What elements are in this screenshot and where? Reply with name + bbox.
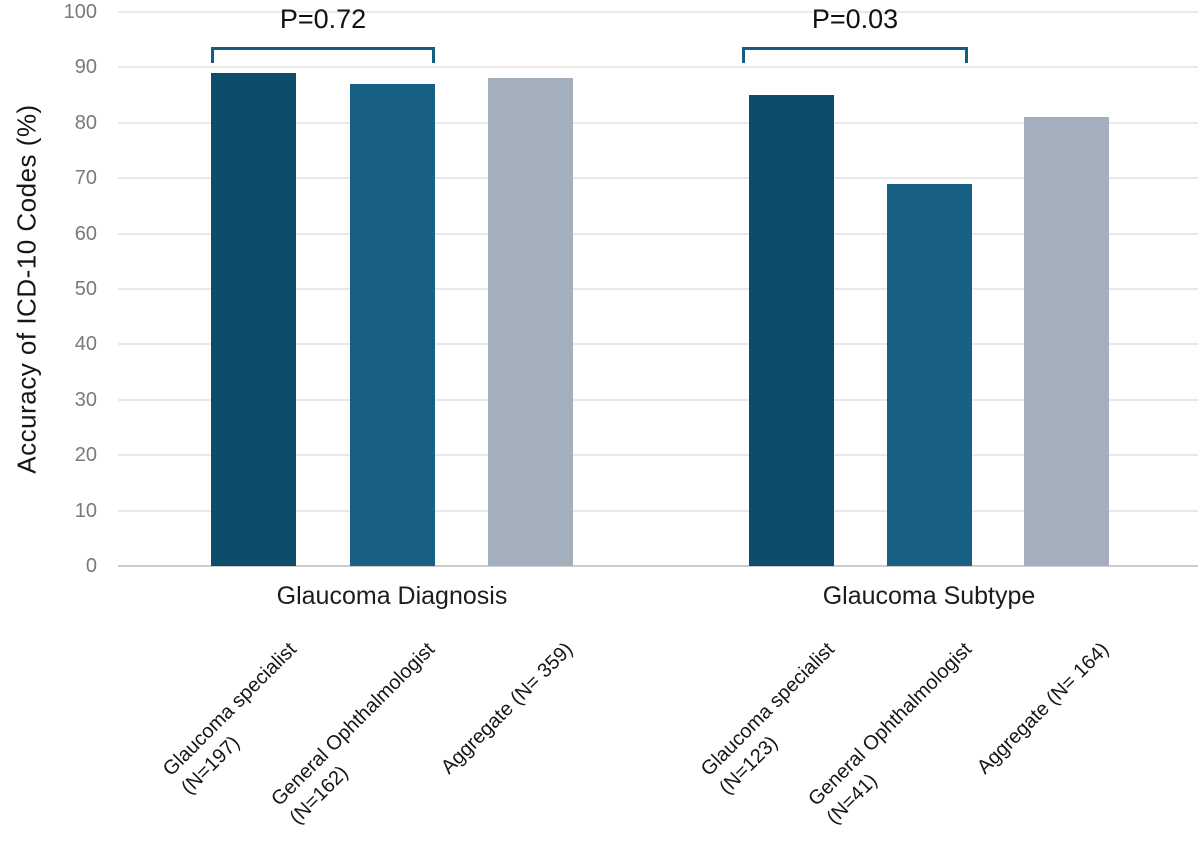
gridline (118, 232, 1198, 235)
y-tick-label: 90 (74, 56, 97, 79)
category-label-line1: Aggregate (N= 359) (437, 638, 578, 779)
x-category-label: Aggregate (N= 164) (972, 637, 1115, 780)
gridline (118, 288, 1198, 290)
bar-glaucoma-specialist (749, 95, 834, 566)
y-tick-label: 80 (74, 111, 97, 134)
bar-general-ophthalmologist (350, 84, 435, 566)
gridline (118, 343, 1198, 346)
gridline (118, 177, 1198, 180)
x-category-label: Aggregate (N= 359) (436, 637, 579, 780)
y-tick-label: 50 (74, 278, 97, 300)
category-label-line1: Aggregate (N= 164) (973, 638, 1114, 779)
y-tick-label: 100 (63, 1, 97, 23)
bar-aggregate-n-164 (1024, 117, 1109, 566)
y-tick-label: 60 (74, 222, 97, 245)
x-group-label: Glaucoma Diagnosis (276, 582, 508, 610)
gridline (118, 11, 1198, 13)
gridline (118, 398, 1198, 401)
y-tick-label: 20 (74, 444, 97, 467)
y-tick-label: 0 (85, 555, 97, 577)
bar-general-ophthalmologist (887, 183, 972, 566)
bar-glaucoma-specialist (211, 72, 296, 566)
gridline (118, 66, 1198, 69)
gridline (118, 121, 1198, 124)
gridline (118, 509, 1198, 512)
x-group-label: Glaucoma Subtype (822, 582, 1036, 610)
bar-aggregate-n-359 (488, 78, 573, 566)
y-tick-label: 70 (74, 167, 97, 190)
significance-bracket (211, 47, 435, 63)
x-axis-line (118, 565, 1198, 567)
p-value-label: P=0.72 (279, 4, 367, 34)
gridline (118, 454, 1198, 457)
p-value-label: P=0.03 (811, 4, 899, 34)
y-tick-label: 10 (74, 499, 97, 522)
significance-bracket (742, 47, 968, 63)
y-tick-label: 40 (74, 333, 97, 356)
y-tick-label: 30 (74, 388, 97, 411)
